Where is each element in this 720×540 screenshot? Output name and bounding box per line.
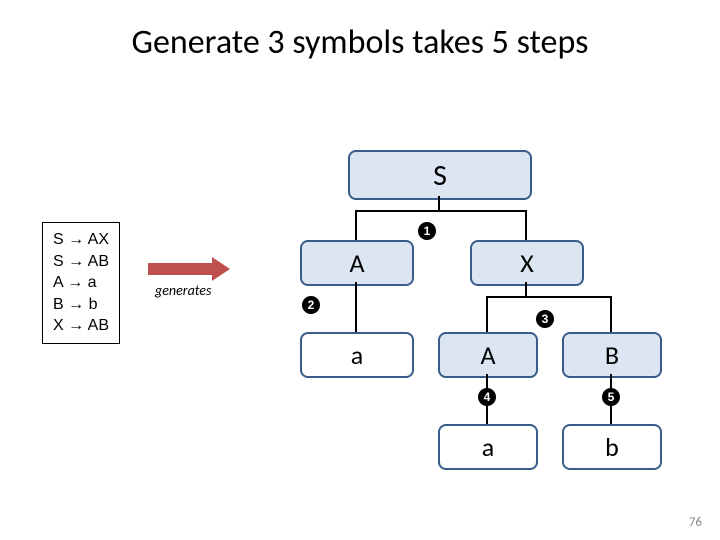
grammar-rule: B → b [53, 294, 109, 316]
node-a-lower-1: a [300, 332, 414, 378]
step-badge: 3 [536, 310, 554, 328]
grammar-rule: S → AX [53, 229, 109, 251]
connector-line [525, 210, 527, 240]
node-a-upper-2: A [438, 332, 538, 378]
node-s: S [348, 150, 532, 200]
connector-line [438, 196, 440, 210]
node-a-lower-2: a [438, 424, 538, 470]
step-badge: 1 [418, 222, 436, 240]
connector-line [355, 282, 357, 332]
step-badge: 4 [478, 388, 496, 406]
step-badge: 5 [602, 388, 620, 406]
node-x: X [470, 240, 584, 286]
connector-line [486, 296, 610, 298]
connector-line [355, 210, 357, 240]
connector-line [525, 282, 527, 296]
node-b-lower: b [562, 424, 662, 470]
generates-label: generates [155, 282, 211, 299]
slide-number: 76 [689, 515, 702, 530]
grammar-rule: X → AB [53, 315, 109, 337]
node-a-upper-1: A [300, 240, 414, 286]
grammar-rule: A → a [53, 272, 109, 294]
grammar-box: S → AXS → ABA → aB → bX → AB [42, 222, 120, 344]
connector-line [486, 296, 488, 332]
connector-line [355, 210, 525, 212]
slide-title: Generate 3 symbols takes 5 steps [0, 22, 720, 63]
step-badge: 2 [302, 296, 320, 314]
grammar-rule: S → AB [53, 251, 109, 273]
connector-line [610, 296, 612, 332]
arrow-head-icon [212, 257, 230, 281]
arrow-shaft [148, 263, 212, 275]
node-b-upper: B [562, 332, 662, 378]
